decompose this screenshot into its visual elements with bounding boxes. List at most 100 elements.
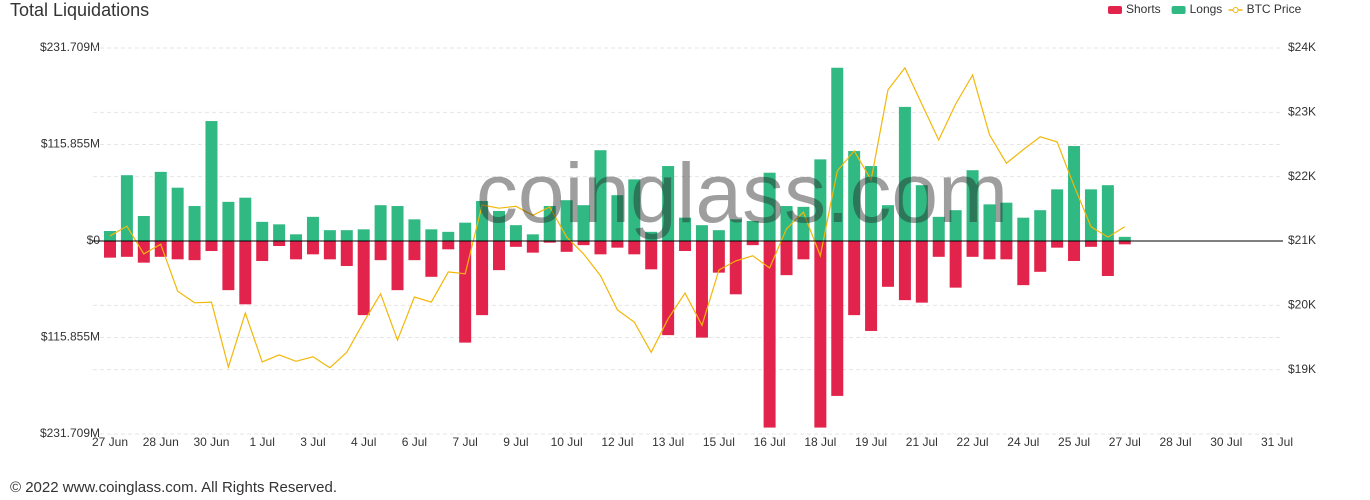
bar: [611, 241, 624, 248]
bar: [476, 201, 489, 241]
bar: [340, 230, 353, 241]
bar: [966, 170, 979, 241]
bar: [459, 222, 472, 241]
bar: [1068, 146, 1081, 241]
bar: [374, 241, 387, 261]
bar: [290, 234, 303, 241]
bar: [205, 241, 218, 251]
bar: [712, 241, 725, 273]
bar: [256, 241, 269, 261]
x-tick-label: 27 Jun: [92, 435, 128, 449]
bar: [882, 241, 894, 287]
bar: [137, 241, 150, 263]
y2-tick-label: $22K: [1288, 169, 1316, 183]
bar: [104, 231, 116, 241]
bar: [188, 206, 201, 241]
bar: [306, 216, 319, 241]
bar: [983, 241, 996, 260]
bar: [746, 241, 759, 246]
legend-swatch: [1108, 6, 1122, 14]
bar: [983, 204, 996, 241]
bar: [932, 241, 945, 257]
y-tick-label: $231.709M: [40, 426, 100, 440]
bar: [645, 241, 658, 270]
bar: [104, 241, 116, 258]
bar: [171, 187, 184, 241]
chart-title: Total Liquidations: [10, 0, 149, 20]
x-tick-label: 31 Jul: [1261, 435, 1293, 449]
bar: [1051, 189, 1064, 241]
y2-tick-label: $20K: [1288, 298, 1316, 312]
bar: [154, 171, 167, 241]
y-tick-label: $115.855M: [41, 137, 100, 151]
x-tick-label: 28 Jun: [143, 435, 179, 449]
bar: [205, 121, 218, 241]
bar: [509, 225, 522, 241]
x-tick-label: 6 Jul: [402, 435, 427, 449]
bar: [171, 241, 184, 260]
price-line: [109, 66, 1126, 370]
bar: [848, 151, 861, 241]
x-tick-label: 10 Jul: [551, 435, 583, 449]
x-tick-label: 25 Jul: [1058, 435, 1090, 449]
x-tick-label: 21 Jul: [906, 435, 938, 449]
bar: [932, 216, 945, 241]
bar: [695, 225, 708, 241]
bar: [391, 241, 404, 291]
x-tick-label: 30 Jul: [1210, 435, 1242, 449]
bar: [679, 241, 692, 251]
bar: [222, 241, 235, 291]
bar: [763, 172, 776, 241]
bar: [814, 241, 827, 428]
x-tick-label: 18 Jul: [804, 435, 836, 449]
x-tick-label: 30 Jun: [193, 435, 229, 449]
bar: [543, 206, 556, 241]
bar: [357, 229, 370, 241]
bar: [188, 241, 201, 261]
bar: [898, 241, 911, 301]
bar: [137, 216, 150, 241]
bar: [408, 219, 421, 241]
bar: [628, 179, 641, 241]
x-tick-label: 7 Jul: [452, 435, 477, 449]
legend-swatch: [1171, 6, 1186, 14]
legend-label: BTC Price: [1247, 2, 1302, 16]
legend-label: Shorts: [1126, 2, 1161, 16]
bar: [780, 206, 793, 241]
bar: [340, 241, 353, 266]
x-tick-label: 16 Jul: [754, 435, 786, 449]
bar: [712, 230, 725, 241]
bar: [306, 241, 319, 255]
bar: [679, 217, 692, 241]
bar: [577, 205, 590, 241]
bar: [915, 185, 928, 241]
legend-label: Longs: [1190, 2, 1223, 16]
bar: [459, 241, 472, 343]
bar: [797, 241, 810, 260]
y-tick-label: $0: [87, 233, 101, 247]
bar: [273, 224, 286, 241]
bar: [628, 241, 641, 255]
bar: [729, 241, 742, 295]
x-tick-label: 27 Jul: [1109, 435, 1141, 449]
bar: [898, 106, 911, 241]
bar: [966, 241, 979, 257]
bar: [239, 241, 252, 305]
bar: [577, 241, 590, 246]
bar: [662, 166, 675, 241]
bar: [882, 205, 894, 241]
bar: [526, 234, 539, 241]
x-tick-label: 22 Jul: [957, 435, 989, 449]
bar: [442, 231, 455, 241]
bar: [594, 241, 607, 255]
bar: [949, 241, 962, 288]
bar: [949, 210, 962, 241]
bar: [1000, 241, 1013, 260]
bar: [1017, 217, 1030, 241]
footer: © 2022 www.coinglass.com. All Rights Res…: [10, 479, 337, 496]
bar: [1000, 202, 1013, 241]
bar: [831, 67, 844, 242]
bar: [1084, 241, 1097, 247]
y-tick-label: $231.709M: [40, 40, 100, 54]
